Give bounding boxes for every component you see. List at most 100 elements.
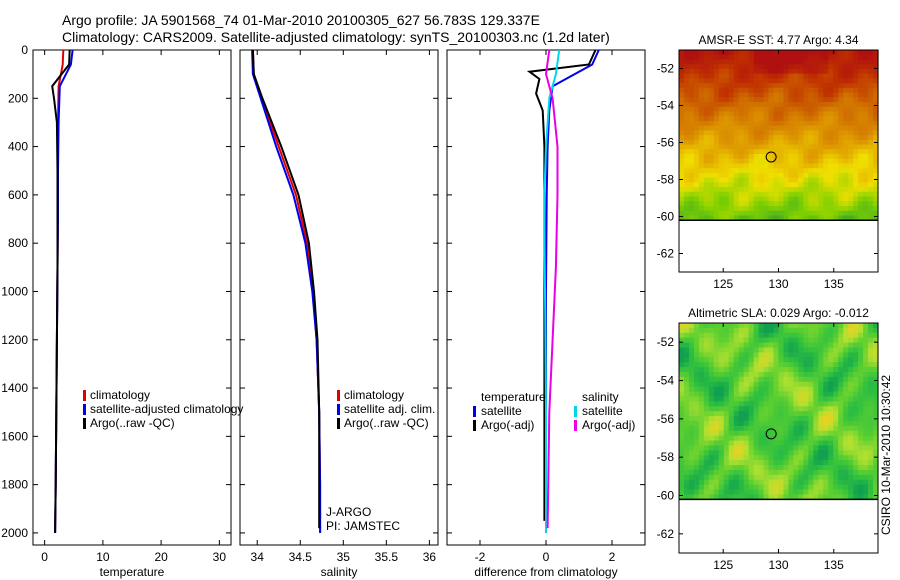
sst_map-cell — [818, 97, 824, 103]
sla_map-cell — [758, 440, 765, 447]
sst_map-cell — [743, 201, 750, 207]
sst_map-cell — [733, 106, 740, 113]
sst_map-cell — [788, 210, 795, 217]
sst_map-cell — [778, 83, 785, 89]
sst_map-cell — [843, 210, 849, 217]
sla_map-cell — [773, 484, 780, 491]
sla_map-cell — [758, 484, 765, 491]
sst_map-cell — [838, 106, 844, 113]
sst_map-cell — [728, 87, 735, 94]
sst_map-cell — [873, 215, 879, 221]
sla_map-cell — [738, 323, 745, 329]
sst_map-cell — [778, 154, 785, 160]
sst_map-cell — [733, 182, 740, 188]
sla_map-cell — [863, 450, 869, 456]
sla_map-cell — [823, 342, 829, 349]
sla_map-cell — [743, 474, 750, 481]
sst_map-cell — [738, 177, 745, 183]
sla_map-cell — [738, 450, 745, 456]
salinity-xtick-label: 34.5 — [289, 550, 313, 564]
sla_map-cell — [778, 401, 785, 407]
sla_map-cell — [808, 450, 814, 456]
sst_map-cell — [813, 59, 819, 65]
sla_map-cell — [688, 347, 695, 353]
sla_map-cell — [728, 323, 735, 329]
sst_map-cell — [758, 177, 765, 183]
sla_map-cell — [778, 391, 785, 398]
sst_map-cell — [858, 172, 864, 179]
sst_map-cell — [708, 206, 715, 212]
sla_map-cell — [723, 381, 730, 388]
sst_map-cell — [693, 78, 700, 84]
sla_map-cell — [798, 460, 804, 466]
sla_map-cell — [873, 332, 879, 339]
temperature-xlabel: temperature — [100, 565, 165, 579]
sla_map-cell — [833, 430, 839, 437]
sst_map-cell — [753, 92, 760, 98]
sla_map-cell — [778, 465, 785, 471]
sla_map-cell — [838, 411, 844, 417]
sla_map-cell — [858, 469, 864, 476]
sla_map-cell — [788, 391, 795, 398]
sla_map-cell — [679, 386, 685, 393]
sla_map-cell — [713, 371, 720, 378]
sst_map-cell — [793, 87, 799, 94]
sst_map-cell — [773, 215, 780, 221]
sst_map-cell — [813, 120, 819, 127]
sst_map-cell — [873, 87, 879, 94]
sla_map-cell — [698, 371, 705, 378]
sla_map-cell — [683, 465, 690, 471]
sst_map-cell — [713, 177, 720, 183]
sst_map-cell — [683, 87, 690, 94]
sla_map-cell — [773, 391, 780, 398]
sst_map-cell — [858, 102, 864, 108]
sst_map-cell — [843, 59, 849, 65]
sst_map-cell — [848, 106, 854, 113]
sst_map-cell — [873, 102, 879, 108]
sst_map-cell — [748, 83, 755, 89]
sst_map-cell — [718, 59, 725, 65]
sla_map-cell — [873, 396, 879, 402]
sla_map-cell — [718, 391, 725, 398]
sla_map-cell — [679, 357, 685, 363]
sla_map-cell — [833, 337, 839, 344]
sla_map-cell — [763, 337, 770, 344]
sst_map-cell — [808, 158, 814, 165]
sla_map-cell — [788, 367, 795, 373]
sla_map-cell — [808, 484, 814, 491]
sla_map-cell — [783, 386, 790, 393]
sst_map-cell — [808, 130, 814, 136]
sla_map-cell — [758, 430, 765, 437]
sst_map-cell — [753, 130, 760, 136]
sla_map-cell — [833, 450, 839, 456]
sla_map-cell — [853, 445, 859, 451]
sst_map-cell — [723, 78, 730, 84]
sla_map-cell — [813, 386, 819, 393]
sst_map-cell — [768, 182, 775, 188]
sla_map-cell — [823, 489, 829, 496]
sla_map-cell — [823, 376, 829, 383]
sla_map-cell — [843, 332, 849, 339]
sla_map-cell — [758, 401, 765, 407]
sst_map-cell — [838, 168, 844, 174]
sla_map-cell — [738, 494, 745, 500]
sst_map-cell — [693, 59, 700, 65]
sst_map-cell — [738, 125, 745, 131]
sst_map-cell — [838, 177, 844, 183]
sst_map-cell — [763, 210, 770, 217]
sla_map-cell — [788, 469, 795, 476]
sst_map-cell — [693, 68, 700, 75]
sst_map-cell — [688, 168, 695, 174]
sst_map-cell — [813, 130, 819, 136]
sst_map-cell — [733, 172, 740, 179]
sst_map-cell — [853, 149, 859, 155]
sla_map-cell — [683, 479, 690, 486]
sla_map-cell — [753, 440, 760, 447]
sla_map-cell — [679, 465, 685, 471]
sla_map-cell — [758, 391, 765, 398]
sst_map-cell — [753, 111, 760, 117]
sst_map-cell — [868, 191, 874, 198]
sst_map-cell — [738, 163, 745, 169]
sst_map-cell — [863, 50, 869, 56]
sst_map-cell — [713, 172, 720, 179]
